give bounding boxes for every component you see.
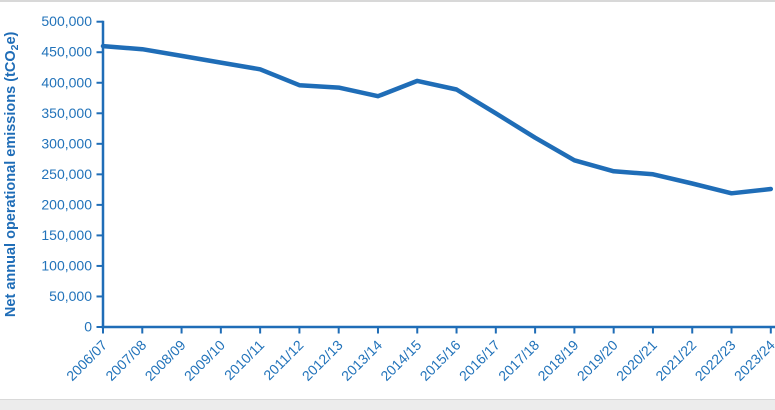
x-axis-tick-label: 2007/08	[102, 337, 149, 384]
x-axis-tick-label: 2021/22	[652, 337, 699, 384]
x-axis-tick-label: 2022/23	[692, 337, 739, 384]
x-axis-tick-label: 2014/15	[377, 337, 424, 384]
x-axis-tick-label: 2017/18	[495, 337, 542, 384]
x-axis-tick-label: 2016/17	[456, 337, 503, 384]
y-axis-tick-label: 200,000	[41, 196, 92, 212]
page-top-edge	[0, 0, 775, 2]
page-bottom-band	[0, 399, 775, 410]
y-axis-tick-label: 350,000	[41, 105, 92, 121]
x-axis-tick-label: 2023/24	[731, 337, 775, 384]
y-axis-tick-label: 100,000	[41, 257, 92, 273]
y-axis-tick-label: 250,000	[41, 166, 92, 182]
x-axis-tick-label: 2008/09	[142, 337, 189, 384]
x-axis-tick-label: 2013/14	[338, 337, 385, 384]
y-axis-tick-label: 300,000	[41, 135, 92, 151]
x-axis-tick-label: 2006/07	[63, 337, 110, 384]
y-axis-title: Net annual operational emissions (tCO2e)	[3, 31, 21, 317]
y-axis-tick-label: 0	[84, 319, 92, 335]
x-axis-tick-label: 2009/10	[181, 337, 228, 384]
emissions-series-line	[100, 43, 774, 196]
x-axis-tick-label: 2010/11	[221, 337, 268, 384]
y-axis-tick-label: 150,000	[41, 227, 92, 243]
y-axis-tick-label: 50,000	[49, 288, 92, 304]
x-axis-tick-label: 2019/20	[574, 337, 621, 384]
x-axis-tick-label: 2018/19	[534, 337, 581, 384]
y-axis-tick-label: 450,000	[41, 44, 92, 60]
y-axis-tick-label: 400,000	[41, 74, 92, 90]
x-axis-tick-label: 2015/16	[417, 337, 464, 384]
x-axis-tick-label: 2012/13	[299, 337, 346, 384]
x-axis-tick-label: 2020/21	[613, 337, 660, 384]
y-axis-tick-label: 500,000	[41, 13, 92, 29]
x-axis-tick-label: 2011/12	[260, 337, 307, 384]
